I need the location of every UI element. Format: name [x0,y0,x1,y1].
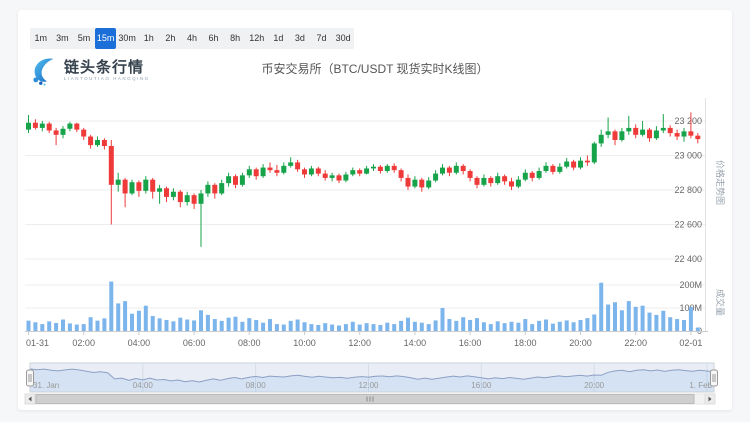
chart-title: 币安交易所（BTC/USDT 现货实时K线图） [261,62,489,76]
price-tick-label: 23 200 [674,116,702,126]
x-tick-label: 22:00 [624,338,647,348]
price-tick-label: 22 800 [674,185,702,195]
navigator-label: 04:00 [133,381,154,390]
x-tick-label: 20:00 [569,338,592,348]
timeframe-button-1h[interactable]: 1h [143,33,154,43]
timeframe-button-5m[interactable]: 5m [77,33,91,43]
x-tick-label: 18:00 [514,338,537,348]
price-grid: 23 200 23 000 22 800 22 600 22 400 [25,116,705,264]
scrollbar-thumb[interactable] [35,394,695,404]
timeframe-button-30d[interactable]: 30d [335,33,351,43]
timeframe-toolbar: 1m 3m 5m 15m 30m 1h 2h 4h 6h 8h 12h 1d 3d 7d 30d [30,28,354,49]
timeframe-button-2h[interactable]: 2h [165,33,176,43]
timeframe-button-8h[interactable]: 8h [230,33,241,43]
navigator-handle-right[interactable] [710,369,718,387]
timeframe-button-4h[interactable]: 4h [186,33,197,43]
navigator-mask[interactable] [29,362,715,393]
navigator-label: 08:00 [246,381,267,390]
logo[interactable]: 链头条行情 LIANTOUTIAO HANGQING [30,56,150,86]
timeframe-button-15m[interactable]: 15m [94,28,117,49]
volume-axis-title: 成交量 [715,289,726,316]
timeframe-button-3m[interactable]: 3m [56,33,69,43]
x-tick-label: 02-01 [679,338,702,348]
timeframe-button-6h[interactable]: 6h [208,33,219,43]
price-axis-title: 价格走势图 [715,160,726,205]
x-tick-label: 14:00 [404,338,427,348]
volume-bars [26,281,700,331]
timeframe-button-1m[interactable]: 1m [34,33,48,43]
price-tick-label: 22 600 [674,220,702,230]
price-tick-label: 22 400 [674,254,702,264]
navigator-line [29,368,715,383]
logo-subtext: LIANTOUTIAO HANGQING [64,76,150,82]
whale-logo-icon [33,58,54,86]
navigator-label: 1. Feb [689,381,712,390]
x-tick-label: 08:00 [238,338,261,348]
navigator-handle-left[interactable] [26,369,34,387]
x-tick-label: 06:00 [183,338,206,348]
navigator-label: 16:00 [471,381,492,390]
x-axis: 01-31 02:00 04:00 06:00 08:00 10:00 12:00 14:00… [26,332,702,348]
price-tick-label: 23 000 [674,151,702,161]
x-tick-label: 16:00 [459,338,482,348]
navigator-label: 12:00 [358,381,379,390]
navigator[interactable]: 31. Jan 04:00 08:00 12:00 16:00 20:00 1. Feb [26,362,718,393]
x-tick-label: 01-31 [26,338,49,348]
x-tick-label: 02:00 [72,338,95,348]
x-tick-label: 10:00 [293,338,316,348]
volume-tick-label: 200M [679,280,702,290]
timeframe-button-7d[interactable]: 7d [316,33,327,43]
candles [26,112,701,247]
scrollbar-right-arrow[interactable] [704,393,716,405]
timeframe-button-12h[interactable]: 12h [249,33,265,43]
timeframe-button-30m[interactable]: 30m [118,33,136,43]
navigator-area [30,368,714,392]
timeframe-button-3d[interactable]: 3d [294,33,305,43]
x-tick-label: 12:00 [348,338,371,348]
x-tick-label: 04:00 [128,338,151,348]
chart-card [18,10,732,410]
navigator-label: 31. Jan [33,381,59,390]
scrollbar-left-arrow[interactable] [24,393,36,405]
navigator-label: 20:00 [584,381,605,390]
timeframe-button-1d[interactable]: 1d [273,33,284,43]
logo-text: 链头条行情 [64,59,145,77]
scrollbar[interactable] [24,393,716,405]
